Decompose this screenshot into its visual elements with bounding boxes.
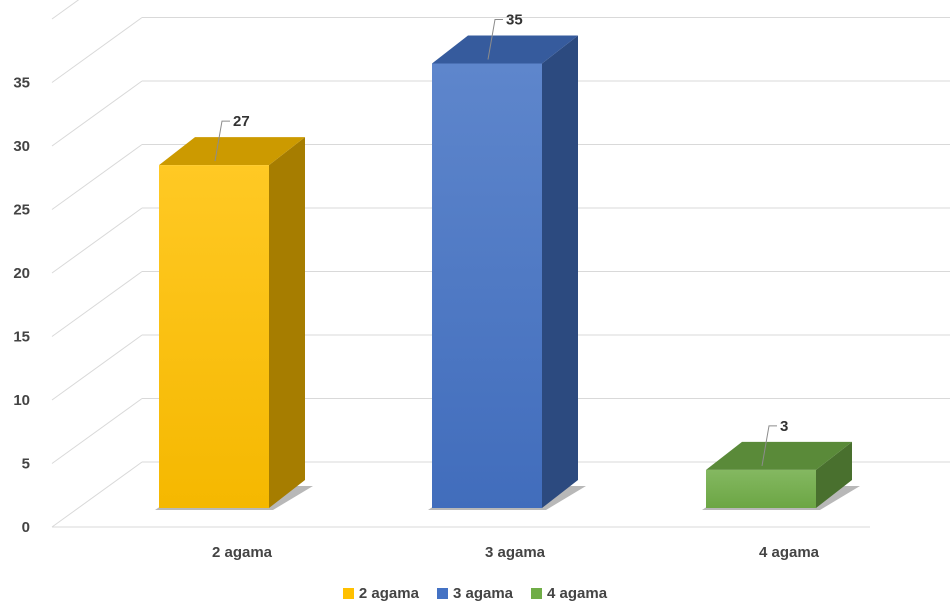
- leader-line: [487, 19, 503, 60]
- x-category-label: 2 agama: [212, 544, 273, 561]
- bar: [706, 469, 816, 508]
- legend-swatch: [531, 587, 543, 599]
- bar-top: [159, 137, 305, 166]
- x-axis-categories: 2 agama 3 agama 4 agama: [212, 544, 820, 561]
- data-label-group: 3: [761, 418, 788, 466]
- legend-swatch: [436, 587, 448, 599]
- bar-side: [269, 137, 305, 508]
- bar-top: [706, 441, 852, 470]
- legend: 2 agama 3 agama 4 agama: [0, 582, 950, 604]
- bar-group: [702, 441, 860, 510]
- y-axis-ticks: 0 5 10 15 20 25 30 35: [13, 75, 30, 537]
- y-tick-label: 5: [22, 456, 30, 473]
- gridline-side: [51, 17, 143, 83]
- legend-item: 4 agama: [531, 582, 607, 604]
- bars: [155, 35, 860, 510]
- legend-swatch: [342, 587, 354, 599]
- y-tick-label: 15: [13, 329, 30, 346]
- leader-line: [761, 425, 777, 466]
- bar: [159, 165, 269, 508]
- data-label-group: 27: [214, 113, 250, 162]
- x-category-label: 4 agama: [759, 544, 820, 561]
- data-label: 27: [233, 113, 250, 130]
- y-tick-label: 25: [13, 202, 30, 219]
- y-tick-label: 0: [22, 519, 30, 536]
- x-category-label: 3 agama: [485, 544, 546, 561]
- y-tick-label: 35: [13, 75, 30, 92]
- y-tick-label: 20: [13, 265, 30, 282]
- bar-side: [542, 35, 578, 508]
- gridline-side: [51, 0, 80, 20]
- gridline-side: [51, 271, 143, 337]
- gridline-side: [51, 80, 143, 147]
- y-tick-label: 30: [13, 138, 30, 155]
- legend-label: 4 agama: [547, 584, 608, 602]
- data-label: 3: [780, 418, 788, 435]
- gridline-side: [51, 144, 143, 210]
- bar: [432, 63, 542, 508]
- gridline-side: [51, 334, 143, 401]
- gridline-side: [51, 461, 143, 528]
- y-tick-label: 10: [13, 392, 30, 409]
- data-labels: 27 35 3: [214, 12, 788, 466]
- leader-line: [214, 120, 230, 162]
- gridline-side: [51, 207, 143, 274]
- bar-group: [428, 35, 586, 510]
- bar-chart: 0 5 10 15 20 25 30 35 2 agama 3 agama 4 agama 27 3…: [13, 0, 950, 561]
- legend-label: 2 agama: [358, 584, 419, 602]
- legend-label: 3 agama: [452, 584, 514, 602]
- bar-top: [432, 35, 578, 64]
- legend-item: 3 agama: [436, 582, 514, 604]
- data-label: 35: [506, 12, 523, 29]
- gridline-side: [51, 398, 143, 464]
- data-label-group: 35: [487, 12, 523, 60]
- bar-group: [155, 137, 313, 510]
- legend-item: 2 agama: [342, 582, 419, 604]
- bar-side: [816, 441, 852, 508]
